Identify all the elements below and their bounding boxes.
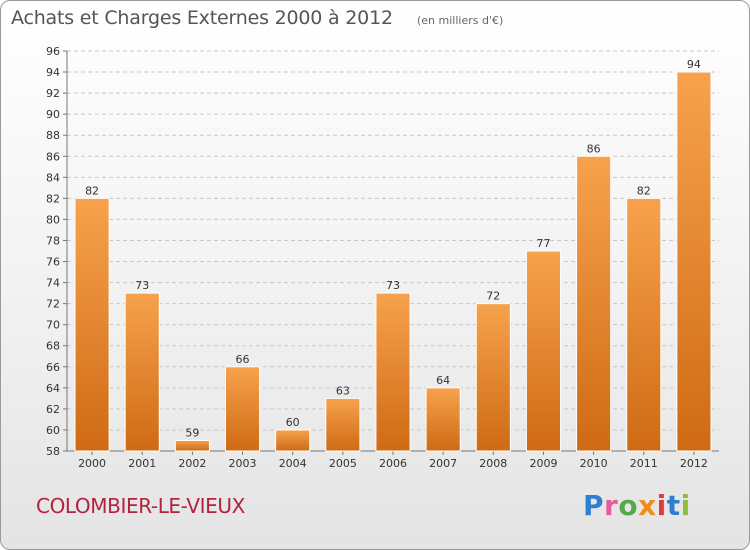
data-label: 72 — [486, 290, 500, 303]
bar — [525, 250, 562, 452]
x-tick-label: 2007 — [429, 457, 457, 470]
y-tick-label: 82 — [46, 192, 60, 205]
logo-letter: P — [583, 489, 605, 522]
x-tick-label: 2001 — [128, 457, 156, 470]
bar — [325, 397, 361, 452]
y-tick-label: 60 — [46, 424, 60, 437]
data-label: 64 — [436, 374, 450, 387]
bar — [676, 71, 712, 452]
x-tick-label: 2011 — [630, 457, 658, 470]
x-tick-label: 2006 — [379, 457, 407, 470]
logo-letter: r — [604, 489, 619, 522]
y-tick-label: 88 — [46, 129, 60, 142]
bar — [475, 303, 511, 452]
bar — [124, 292, 160, 452]
y-tick-label: 94 — [46, 66, 60, 79]
bar — [275, 429, 311, 452]
data-label: 73 — [386, 279, 400, 292]
y-tick-label: 72 — [46, 298, 60, 311]
x-tick-label: 2012 — [680, 457, 708, 470]
y-tick-label: 68 — [46, 340, 60, 353]
bar — [74, 197, 110, 452]
chart-title: Achats et Charges Externes 2000 à 2012 — [11, 7, 393, 29]
y-tick-label: 62 — [46, 403, 60, 416]
x-tick-label: 2000 — [78, 457, 106, 470]
y-tick-label: 66 — [46, 361, 60, 374]
y-tick-label: 92 — [46, 87, 60, 100]
data-label: 60 — [286, 416, 300, 429]
y-tick-label: 76 — [46, 256, 60, 269]
commune-name: COLOMBIER-LE-VIEUX — [36, 494, 245, 518]
bar — [174, 439, 210, 452]
x-tick-label: 2010 — [580, 457, 608, 470]
x-tick-label: 2008 — [479, 457, 507, 470]
axis-layer: 58 60 62 64 66 68 70 72 74 76 78 80 82 84 86 88 90 92 94 96… — [46, 45, 719, 470]
x-tick-label: 2002 — [178, 457, 206, 470]
y-tick-label: 96 — [46, 45, 60, 58]
y-tick-label: 80 — [46, 213, 60, 226]
bar — [626, 197, 662, 452]
data-label: 86 — [587, 142, 601, 155]
data-label: 73 — [135, 279, 149, 292]
y-tick-label: 84 — [46, 171, 60, 184]
data-label: 82 — [637, 184, 651, 197]
proxiti-logo: Proxiti — [583, 489, 691, 522]
y-tick-label: 64 — [46, 382, 60, 395]
data-label: 59 — [185, 426, 199, 439]
data-label: 77 — [536, 237, 550, 250]
data-label: 94 — [687, 58, 701, 71]
y-tick-label: 58 — [46, 445, 60, 458]
x-tick-label: 2003 — [229, 457, 257, 470]
label-layer: 82 73 59 66 60 63 73 64 72 77 86 82 94 — [85, 58, 701, 439]
y-tick-label: 90 — [46, 108, 60, 121]
bar-layer — [74, 71, 712, 452]
bar — [425, 387, 461, 452]
bar — [224, 366, 261, 452]
y-tick-label: 70 — [46, 319, 60, 332]
chart-subtitle: (en milliers d'€) — [417, 14, 504, 27]
data-label: 82 — [85, 184, 99, 197]
data-label: 66 — [236, 353, 250, 366]
logo-letter: i — [656, 489, 667, 522]
logo-letter: t — [666, 489, 681, 522]
bar — [375, 292, 411, 452]
logo-letter: x — [638, 489, 657, 522]
x-tick-label: 2009 — [529, 457, 557, 470]
x-tick-label: 2004 — [279, 457, 307, 470]
logo-letter: i — [680, 489, 691, 522]
bar — [576, 155, 612, 452]
y-tick-label: 86 — [46, 150, 60, 163]
x-tick-label: 2005 — [329, 457, 357, 470]
logo-letter: o — [618, 489, 639, 522]
y-tick-label: 74 — [46, 277, 60, 290]
y-tick-label: 78 — [46, 234, 60, 247]
data-label: 63 — [336, 384, 350, 397]
